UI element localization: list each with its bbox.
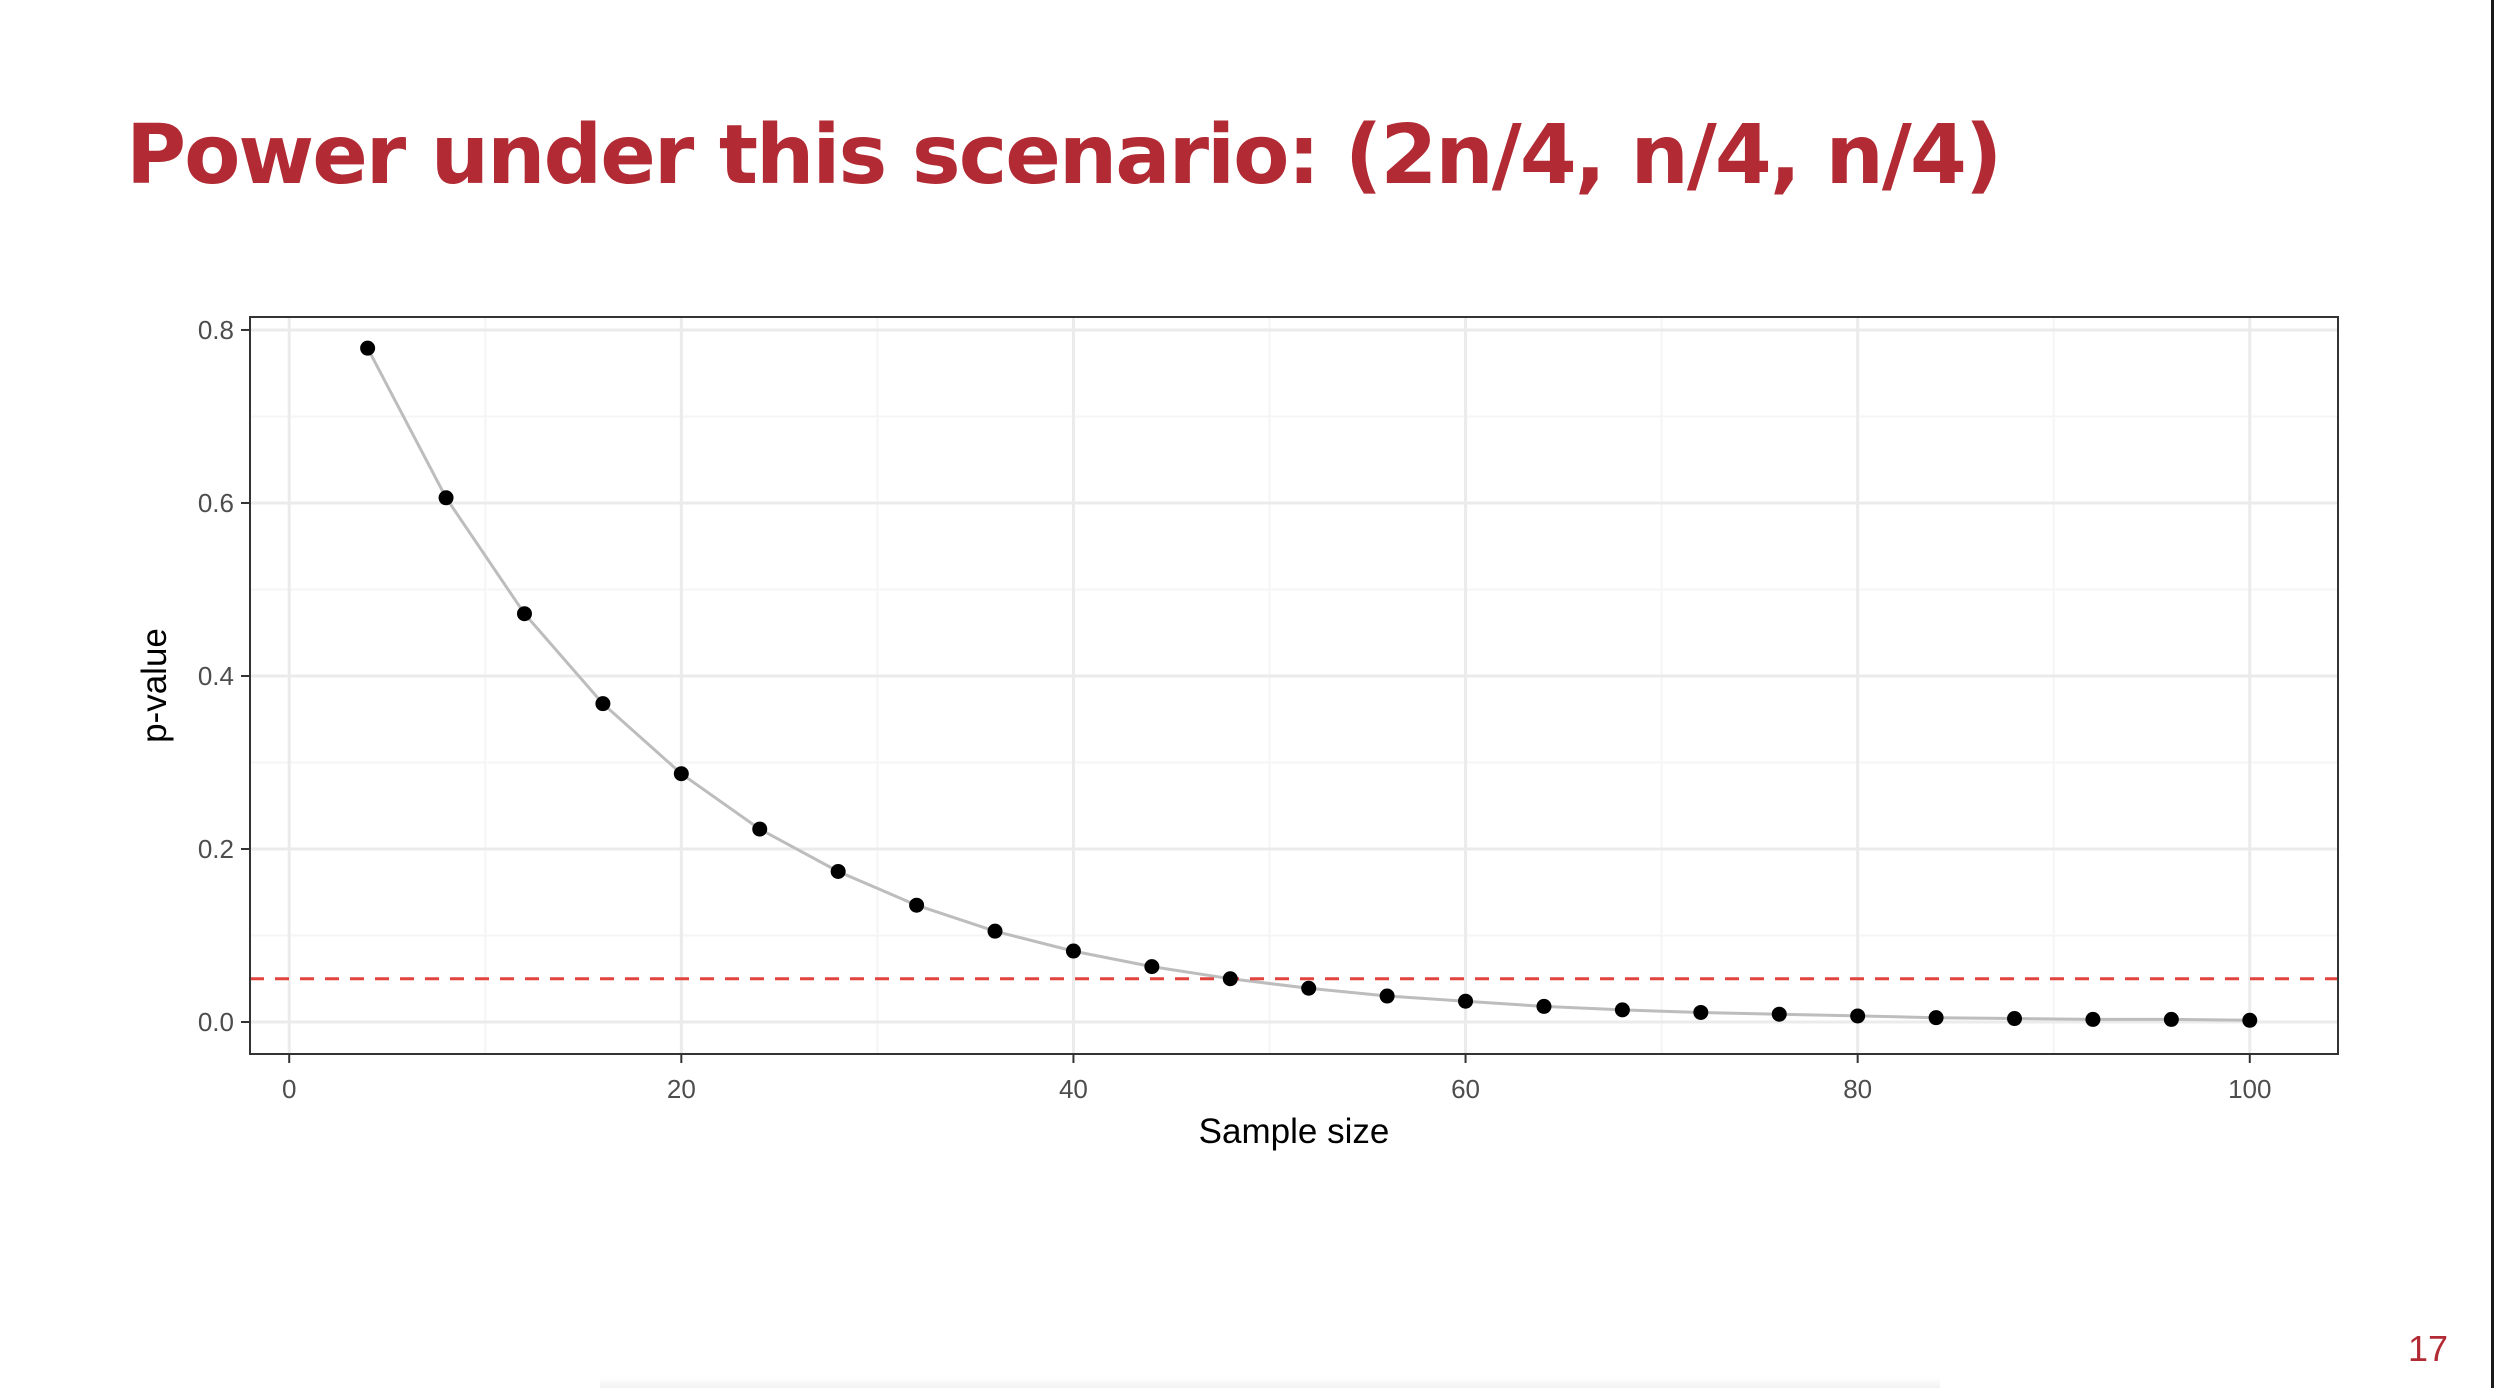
data-point xyxy=(516,606,532,622)
data-point xyxy=(360,340,376,356)
data-point xyxy=(1771,1006,1787,1022)
y-tick-label: 0.0 xyxy=(198,1007,234,1037)
window-edge xyxy=(2491,0,2494,1388)
data-point xyxy=(1301,980,1317,996)
x-axis-title: Sample size xyxy=(1199,1112,1390,1151)
data-point xyxy=(2163,1011,2179,1027)
data-point xyxy=(438,490,454,506)
y-tick-label: 0.8 xyxy=(198,315,234,345)
grid-layer xyxy=(250,317,2338,1054)
data-point xyxy=(909,897,925,913)
y-tick-label: 0.4 xyxy=(198,661,234,691)
data-point xyxy=(673,766,689,782)
data-point xyxy=(830,863,846,879)
data-point xyxy=(1065,943,1081,959)
data-point xyxy=(2085,1011,2101,1027)
x-tick-label: 60 xyxy=(1451,1074,1480,1104)
data-point xyxy=(1536,998,1552,1014)
data-point xyxy=(1144,959,1160,975)
data-point xyxy=(1379,988,1395,1004)
axes-layer: 0 20 40 60 80 100 0.0 0.2 0.4 0.6 0.8 xyxy=(198,315,2272,1104)
data-point xyxy=(2007,1011,2023,1027)
data-point xyxy=(1222,971,1238,987)
data-point xyxy=(1614,1002,1630,1018)
series-layer xyxy=(366,347,2250,1022)
points-layer xyxy=(360,340,2258,1028)
data-point xyxy=(752,821,768,837)
panel-border xyxy=(249,316,2339,1055)
y-axis-title: p-value xyxy=(135,628,174,743)
x-tick-label: 20 xyxy=(667,1074,696,1104)
page-number: 17 xyxy=(2407,1328,2448,1369)
data-point xyxy=(2242,1012,2258,1028)
x-tick-label: 100 xyxy=(2228,1074,2271,1104)
data-point xyxy=(595,696,611,712)
data-point xyxy=(1850,1008,1866,1024)
bottom-shadow xyxy=(600,1378,1940,1388)
data-point xyxy=(1458,993,1474,1009)
y-tick-label: 0.6 xyxy=(198,488,234,518)
data-point xyxy=(1693,1004,1709,1020)
x-tick-label: 80 xyxy=(1843,1074,1872,1104)
data-point xyxy=(987,923,1003,939)
slide-title: Power under this scenario: (2n/4, n/4, n… xyxy=(126,108,2002,203)
x-tick-label: 40 xyxy=(1059,1074,1088,1104)
series-line xyxy=(366,347,2250,1022)
y-tick-label: 0.2 xyxy=(198,834,234,864)
data-point xyxy=(1928,1010,1944,1026)
x-tick-label: 0 xyxy=(282,1074,296,1104)
